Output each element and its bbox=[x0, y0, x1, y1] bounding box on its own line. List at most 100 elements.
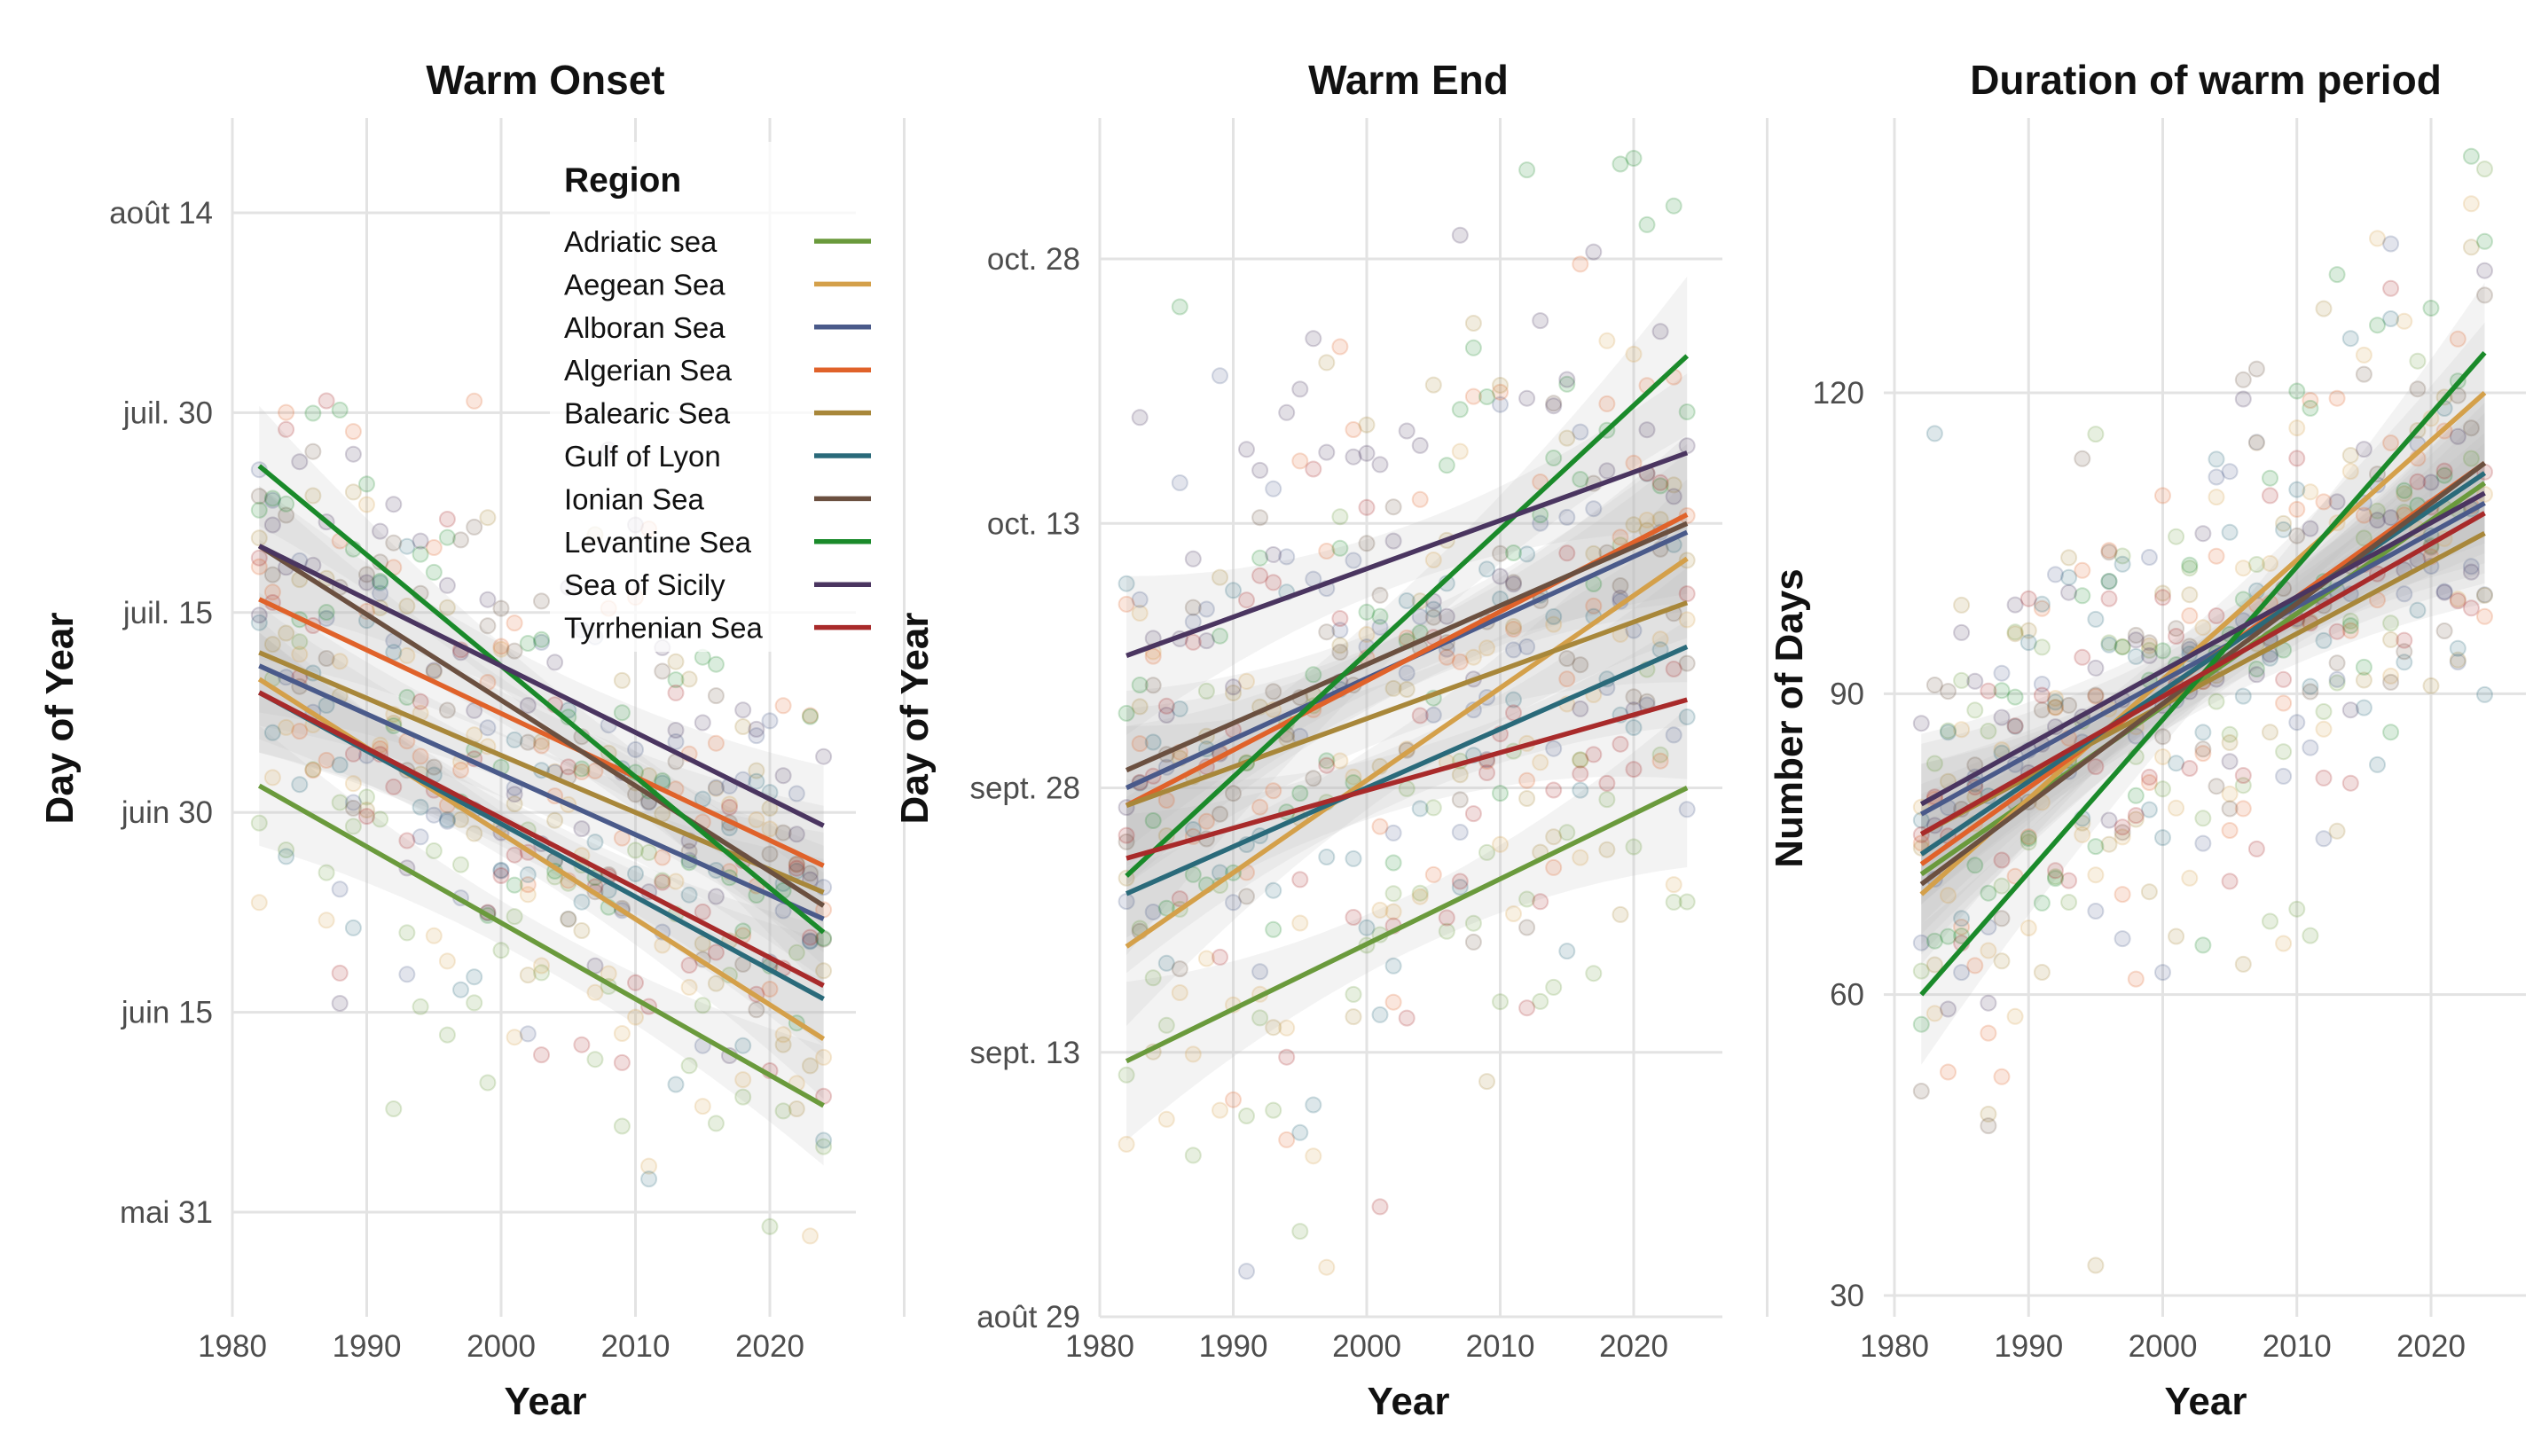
data-point bbox=[1966, 957, 1984, 975]
data-point bbox=[1638, 421, 1656, 439]
data-point bbox=[2288, 527, 2306, 544]
data-point bbox=[304, 762, 322, 779]
data-point bbox=[1953, 721, 1971, 739]
data-point bbox=[2221, 785, 2239, 802]
data-point bbox=[573, 820, 591, 838]
data-point bbox=[694, 997, 711, 1014]
y-tick-label: oct. 28 bbox=[987, 242, 1080, 277]
data-point bbox=[318, 604, 335, 621]
data-point bbox=[250, 488, 268, 505]
data-point bbox=[1411, 800, 1429, 818]
data-point bbox=[1184, 633, 1202, 651]
data-point bbox=[1665, 476, 1682, 494]
data-point bbox=[2154, 748, 2171, 765]
data-point bbox=[1358, 626, 1376, 643]
data-point bbox=[627, 842, 644, 859]
data-point bbox=[1665, 488, 1682, 505]
data-point bbox=[815, 1048, 833, 1066]
data-point bbox=[1371, 818, 1389, 835]
data-point bbox=[1572, 781, 1589, 799]
data-point bbox=[2247, 840, 2265, 857]
data-point bbox=[1411, 888, 1429, 905]
data-point bbox=[331, 756, 349, 774]
data-point bbox=[815, 1131, 833, 1149]
data-point bbox=[1545, 978, 1563, 996]
data-point bbox=[1953, 964, 1971, 982]
x-axis-title-warm-onset: Year bbox=[505, 1380, 587, 1423]
data-point bbox=[2114, 638, 2131, 656]
data-point bbox=[2435, 583, 2453, 600]
data-point bbox=[1131, 409, 1149, 427]
data-point bbox=[2409, 601, 2427, 619]
data-point bbox=[2100, 573, 2118, 590]
data-point bbox=[519, 697, 537, 714]
data-point bbox=[788, 859, 805, 877]
data-point bbox=[1371, 618, 1389, 636]
data-point bbox=[250, 894, 268, 912]
data-point bbox=[1225, 1091, 1242, 1108]
data-point bbox=[2234, 371, 2252, 388]
data-point bbox=[667, 684, 685, 701]
legend-label: Levantine Sea bbox=[564, 526, 752, 559]
trend-line-sea-of-sicily bbox=[258, 544, 825, 828]
x-tick-label: 2000 bbox=[1332, 1329, 1401, 1364]
data-point bbox=[438, 952, 456, 970]
data-point bbox=[1585, 746, 1603, 763]
data-point bbox=[1518, 161, 1536, 179]
data-point bbox=[1572, 656, 1589, 674]
data-point bbox=[358, 802, 375, 818]
data-point bbox=[1598, 395, 1616, 412]
data-point bbox=[2033, 894, 2051, 912]
data-point bbox=[2033, 686, 2051, 704]
data-point bbox=[2369, 755, 2386, 773]
data-point bbox=[2100, 590, 2118, 607]
data-point bbox=[1358, 498, 1376, 516]
data-point bbox=[1278, 1019, 1296, 1037]
data-point bbox=[1291, 1123, 1309, 1141]
data-point bbox=[654, 873, 671, 891]
data-point bbox=[573, 893, 591, 911]
data-point bbox=[2328, 654, 2346, 672]
data-point bbox=[466, 994, 483, 1012]
data-point bbox=[1238, 672, 1255, 690]
data-point bbox=[1345, 1008, 1362, 1026]
data-point bbox=[2114, 824, 2131, 842]
data-point bbox=[2275, 743, 2293, 761]
data-point bbox=[1558, 371, 1576, 388]
data-point bbox=[2181, 760, 2199, 777]
data-point bbox=[1424, 552, 1442, 568]
data-point bbox=[425, 661, 443, 679]
data-point bbox=[452, 810, 469, 828]
data-point bbox=[2127, 810, 2145, 828]
data-point bbox=[586, 762, 604, 779]
data-point bbox=[2382, 667, 2400, 685]
data-point bbox=[1678, 585, 1696, 603]
data-point bbox=[344, 745, 362, 763]
trend-line-ionian-sea bbox=[257, 544, 826, 908]
data-point bbox=[1940, 1000, 1957, 1018]
data-point bbox=[1398, 779, 1416, 797]
data-point bbox=[1358, 603, 1376, 621]
data-point bbox=[1625, 688, 1643, 706]
data-point bbox=[2462, 239, 2480, 256]
data-point bbox=[492, 942, 510, 959]
data-point bbox=[2006, 717, 2024, 735]
data-point bbox=[1966, 701, 1984, 719]
data-point bbox=[2476, 232, 2493, 250]
data-point bbox=[774, 1102, 792, 1120]
data-point bbox=[2449, 427, 2466, 445]
data-point bbox=[1638, 693, 1656, 710]
data-point bbox=[1451, 791, 1469, 809]
data-point bbox=[1518, 389, 1536, 407]
data-point bbox=[2476, 286, 2493, 304]
data-point bbox=[2341, 612, 2359, 630]
legend: Region Adriatic sea Aegean Sea Alboran Sea… bbox=[550, 142, 874, 652]
data-point bbox=[304, 761, 322, 779]
data-point bbox=[2168, 620, 2185, 638]
legend-label: Ionian Sea bbox=[564, 482, 704, 515]
data-point bbox=[2449, 330, 2466, 348]
data-point bbox=[748, 762, 765, 779]
data-point bbox=[344, 794, 362, 811]
data-point bbox=[2302, 739, 2319, 756]
data-point bbox=[1451, 653, 1469, 670]
